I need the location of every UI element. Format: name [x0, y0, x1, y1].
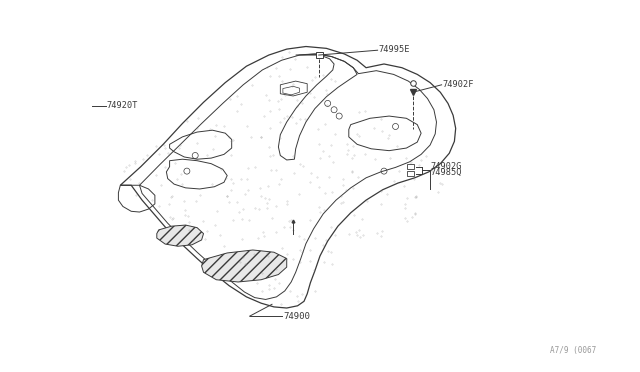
Text: 74920T: 74920T [107, 101, 138, 110]
Polygon shape [202, 250, 287, 282]
Text: 74902G: 74902G [431, 162, 462, 171]
Polygon shape [157, 225, 204, 246]
Bar [406, 164, 413, 169]
Text: 74902F: 74902F [443, 80, 474, 89]
Text: 74995E: 74995E [379, 45, 410, 54]
Text: 74900: 74900 [283, 312, 310, 321]
Text: 74985Q: 74985Q [431, 168, 462, 177]
Bar [316, 52, 323, 58]
Bar [406, 171, 413, 176]
Text: A7/9 (0067: A7/9 (0067 [550, 346, 596, 355]
